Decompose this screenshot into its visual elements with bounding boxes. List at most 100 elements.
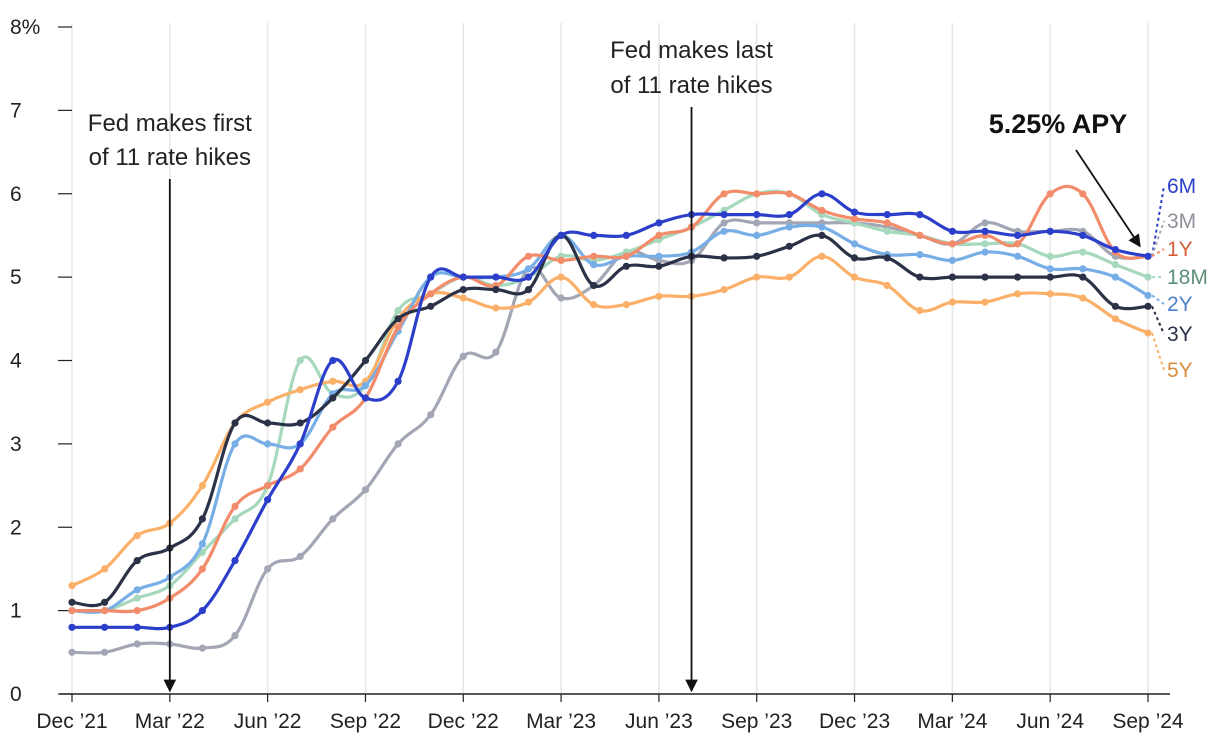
data-point-1y <box>948 240 957 248</box>
series-line-5y <box>70 254 1150 588</box>
data-point-2y <box>1046 265 1054 273</box>
data-point-5y <box>883 281 891 290</box>
data-point-5y <box>557 273 565 281</box>
data-point-1y <box>557 256 565 264</box>
end-label-1y: 1Y <box>1151 238 1193 261</box>
data-point-5y <box>981 298 989 306</box>
end-label-leader <box>1151 305 1165 335</box>
data-point-3y <box>1046 273 1054 281</box>
data-point-3y <box>427 302 435 310</box>
apy-callout-text: 5.25% APY <box>989 109 1128 139</box>
data-point-1y <box>1079 190 1087 198</box>
data-point-1y <box>101 607 109 615</box>
data-point-1y <box>1014 240 1022 248</box>
data-point-5y <box>622 301 630 309</box>
data-point-18m <box>231 515 239 523</box>
data-point-3y <box>818 231 826 239</box>
data-point-6m <box>1014 231 1022 239</box>
data-point-6m <box>68 623 76 631</box>
data-point-1y <box>883 219 891 227</box>
data-point-3y <box>133 557 141 565</box>
axis-layer: 0 1 2 3 4 5 6 7 8% Dec ’21 Mar ’22 Jun ’22 Sep ’22 De… <box>10 16 1184 733</box>
data-point-1y <box>427 290 435 298</box>
series-line-2y <box>70 223 1150 614</box>
data-point-18m <box>883 227 891 235</box>
data-point-3m <box>198 644 206 652</box>
data-point-2y <box>785 223 793 231</box>
y-tick-label: 3 <box>10 433 22 456</box>
series-line-1y <box>70 184 1150 614</box>
data-point-5y <box>753 273 761 281</box>
end-label-leader <box>1151 294 1165 305</box>
data-point-6m <box>557 231 565 239</box>
series-layer <box>68 184 1152 656</box>
data-point-2y <box>850 240 859 248</box>
data-point-1y <box>753 190 761 198</box>
data-point-3m <box>133 640 141 648</box>
data-point-2y <box>1079 265 1087 273</box>
data-point-2y <box>916 251 924 259</box>
series-line-3y <box>70 233 1150 608</box>
data-point-5y <box>1046 290 1054 298</box>
data-point-6m <box>981 227 989 235</box>
data-point-1y <box>785 190 793 198</box>
data-point-1y <box>68 607 76 615</box>
data-point-5y <box>1144 329 1152 337</box>
data-point-5y <box>264 398 272 406</box>
end-label-5y: 5Y <box>1151 332 1193 382</box>
data-point-6m <box>459 273 467 281</box>
end-label-text: 2Y <box>1167 293 1193 316</box>
data-point-3m <box>981 219 989 227</box>
data-point-5y <box>296 386 304 394</box>
data-point-3y <box>101 598 109 606</box>
data-point-2y <box>818 223 826 231</box>
series-3m <box>68 218 1152 656</box>
data-point-3m <box>720 219 728 227</box>
data-point-6m <box>1144 252 1152 260</box>
data-point-3y <box>329 394 337 402</box>
data-point-6m <box>394 377 402 385</box>
data-point-5y <box>1111 315 1119 323</box>
data-point-3y <box>1111 302 1119 310</box>
data-point-6m <box>1111 246 1119 254</box>
data-point-1y <box>655 231 663 239</box>
data-point-5y <box>916 306 924 315</box>
data-point-3y <box>753 252 761 260</box>
y-tick-label: 4 <box>10 350 22 373</box>
data-point-18m <box>133 594 141 602</box>
y-tick-label: 0 <box>10 683 22 706</box>
data-point-1y <box>394 323 402 331</box>
data-point-6m <box>590 231 598 239</box>
end-label-2y: 2Y <box>1151 293 1193 316</box>
data-point-1y <box>622 252 630 260</box>
data-point-5y <box>101 565 109 573</box>
data-point-5y <box>329 377 337 385</box>
data-point-3m <box>492 348 500 356</box>
data-point-6m <box>329 356 337 365</box>
series-3y <box>68 231 1152 608</box>
data-point-2y <box>1014 252 1022 260</box>
data-point-6m <box>101 623 109 631</box>
data-point-2y <box>133 586 141 594</box>
data-point-5y <box>524 298 533 306</box>
end-label-leader <box>1151 220 1165 257</box>
data-point-6m <box>231 557 239 565</box>
data-point-6m <box>818 190 826 198</box>
data-point-3y <box>198 515 206 523</box>
x-tick-label: Sep ’24 <box>1112 710 1184 733</box>
data-point-1y <box>133 607 141 615</box>
data-point-6m <box>524 273 533 281</box>
data-point-6m <box>133 623 141 631</box>
data-point-2y <box>1144 291 1152 300</box>
data-point-1y <box>720 190 728 198</box>
data-point-6m <box>883 211 891 219</box>
data-point-2y <box>198 540 206 548</box>
data-point-6m <box>1079 231 1087 239</box>
data-point-5y <box>492 304 500 312</box>
annotation-first-hike: Fed makes first of 11 rate hikes <box>88 110 252 693</box>
data-point-1y <box>590 252 598 260</box>
apy-callout-arrow <box>1075 149 1141 248</box>
data-point-2y <box>524 265 533 273</box>
data-point-1y <box>329 423 337 431</box>
